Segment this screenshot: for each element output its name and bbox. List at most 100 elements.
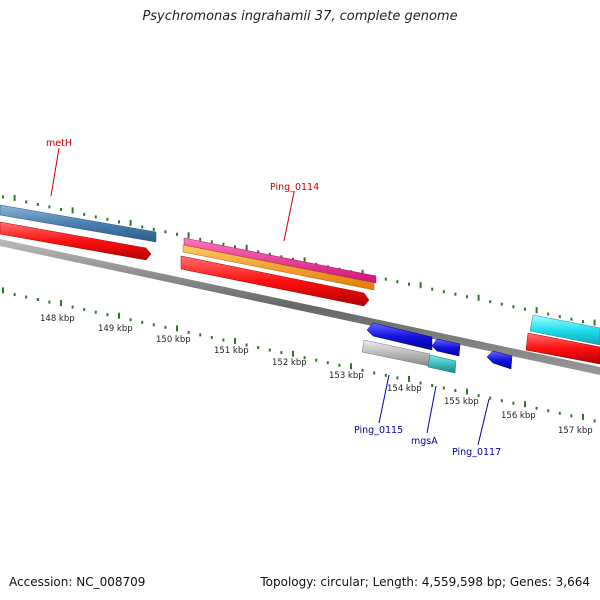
major-tick — [129, 219, 132, 226]
minor-tick — [280, 255, 283, 259]
feature-metH[interactable] — [0, 204, 157, 243]
major-tick — [477, 294, 480, 301]
minor-tick — [489, 300, 492, 304]
minor-tick — [442, 386, 445, 390]
feature-ping-0114[interactable] — [183, 237, 377, 284]
minor-tick — [593, 419, 596, 423]
minor-tick — [13, 293, 16, 296]
minor-tick — [477, 394, 480, 398]
feature-ping-0117[interactable] — [486, 350, 513, 370]
minor-tick — [524, 307, 526, 311]
minor-tick — [384, 373, 387, 377]
gene-label-ping-0117[interactable]: Ping_0117 — [452, 447, 501, 458]
minor-tick — [222, 242, 225, 246]
minor-tick — [558, 411, 561, 415]
minor-tick — [419, 381, 422, 385]
major-tick — [60, 300, 62, 307]
minor-tick — [141, 320, 144, 324]
lower-tick-ruler — [2, 287, 596, 423]
feature-blue-2[interactable] — [431, 338, 461, 357]
gene-label-mgsA[interactable]: mgsA — [411, 436, 438, 447]
tick-label: 150 kbp — [156, 335, 191, 345]
minor-tick — [187, 330, 190, 334]
accession-text: Accession: NC_008709 — [9, 575, 146, 589]
minor-tick — [25, 200, 28, 204]
major-tick — [593, 319, 596, 326]
minor-tick — [361, 368, 364, 372]
feature-blue-1[interactable] — [366, 322, 433, 351]
minor-tick — [234, 245, 236, 249]
minor-tick — [210, 240, 213, 244]
minor-tick — [303, 356, 306, 360]
minor-tick — [106, 217, 109, 221]
minor-tick — [257, 250, 260, 254]
minor-tick — [83, 308, 86, 312]
major-tick — [303, 257, 306, 264]
major-tick — [408, 375, 410, 382]
minor-tick — [547, 409, 550, 413]
minor-tick — [152, 227, 155, 231]
minor-tick — [94, 310, 97, 314]
minor-tick — [222, 338, 225, 342]
genome-backbone — [0, 239, 600, 375]
tick-label: 157 kbp — [558, 426, 593, 436]
gene-label-metH[interactable]: metH — [46, 138, 72, 149]
minor-tick — [60, 207, 62, 211]
minor-tick — [442, 290, 445, 294]
feature-mgsA[interactable] — [427, 354, 457, 374]
feature-orange[interactable] — [182, 244, 375, 291]
major-tick — [71, 207, 74, 214]
tick-label: 152 kbp — [272, 358, 307, 368]
minor-tick — [48, 205, 51, 209]
minor-tick — [384, 277, 387, 281]
major-tick — [419, 282, 422, 289]
minor-tick — [315, 358, 318, 362]
tick-label: 153 kbp — [329, 371, 364, 381]
minor-tick — [396, 280, 399, 284]
minor-tick — [83, 212, 86, 216]
major-tick — [466, 388, 468, 395]
minor-tick — [431, 384, 434, 387]
major-tick — [118, 312, 120, 319]
gene-labels: metH Ping_0114 Ping_0115 mgsA Ping_0117 — [46, 138, 501, 458]
minor-tick — [2, 195, 4, 199]
minor-tick — [257, 346, 260, 350]
tick-label: 151 kbp — [214, 346, 249, 356]
minor-tick — [199, 333, 202, 337]
minor-tick — [176, 232, 178, 236]
minor-tick — [268, 252, 271, 256]
minor-tick — [512, 305, 515, 309]
minor-tick — [36, 202, 39, 206]
feature-red-right[interactable] — [525, 332, 600, 365]
gene-label-ping-0115[interactable]: Ping_0115 — [354, 425, 403, 436]
minor-tick — [326, 361, 329, 365]
tick-label: 149 kbp — [98, 324, 133, 334]
tick-labels: 148 kbp 149 kbp 150 kbp 151 kbp 152 kbp … — [40, 314, 593, 436]
minor-tick — [118, 220, 120, 224]
minor-tick — [164, 230, 167, 234]
minor-tick — [500, 302, 503, 306]
feature-cyan-right[interactable] — [529, 314, 600, 346]
minor-tick — [500, 399, 503, 403]
minor-tick — [373, 371, 376, 375]
feature-red-left[interactable] — [0, 221, 152, 261]
major-tick — [292, 350, 294, 357]
minor-tick — [558, 315, 561, 319]
minor-tick — [338, 363, 341, 367]
minor-tick — [396, 376, 399, 380]
minor-tick — [94, 215, 97, 219]
major-tick — [361, 269, 364, 276]
major-tick — [176, 325, 178, 332]
minor-tick — [454, 292, 457, 296]
minor-tick — [582, 320, 584, 324]
minor-tick — [268, 348, 271, 352]
major-tick — [350, 363, 352, 370]
minor-tick — [512, 401, 515, 405]
minor-tick — [36, 298, 39, 301]
minor-tick — [106, 313, 109, 317]
tick-label: 155 kbp — [444, 397, 479, 407]
feature-red-middle[interactable] — [180, 255, 370, 307]
minor-tick — [570, 414, 573, 418]
tick-label: 148 kbp — [40, 314, 75, 324]
gene-label-ping-0114[interactable]: Ping_0114 — [270, 182, 319, 193]
